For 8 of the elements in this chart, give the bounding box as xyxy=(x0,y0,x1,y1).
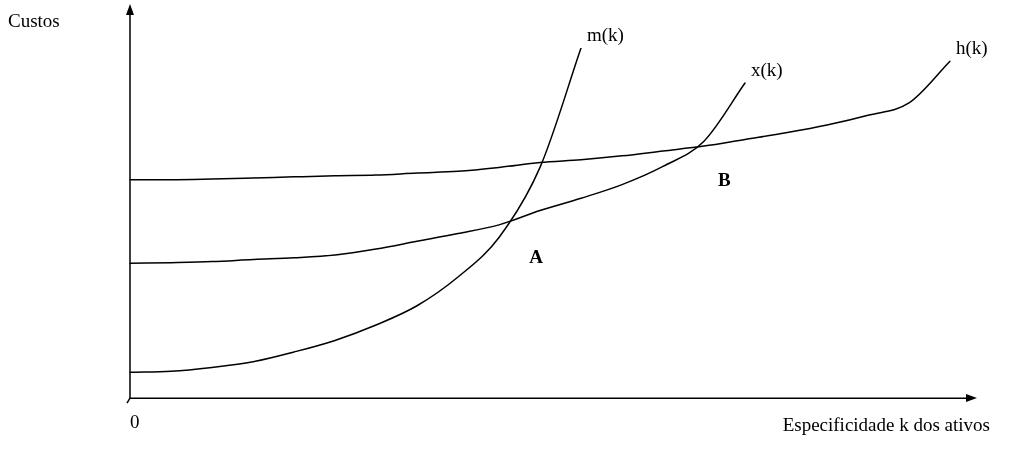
y-axis-title: Custos xyxy=(8,9,60,31)
annotation: A xyxy=(529,246,544,268)
series-label: h(k) xyxy=(956,37,988,60)
text: 0 xyxy=(130,410,140,432)
series-label: m(k) xyxy=(587,23,624,46)
annotation: B xyxy=(717,168,731,190)
x-axis-title: Especificidade k dos ativos xyxy=(782,414,990,436)
series-label: x(k) xyxy=(751,59,783,81)
